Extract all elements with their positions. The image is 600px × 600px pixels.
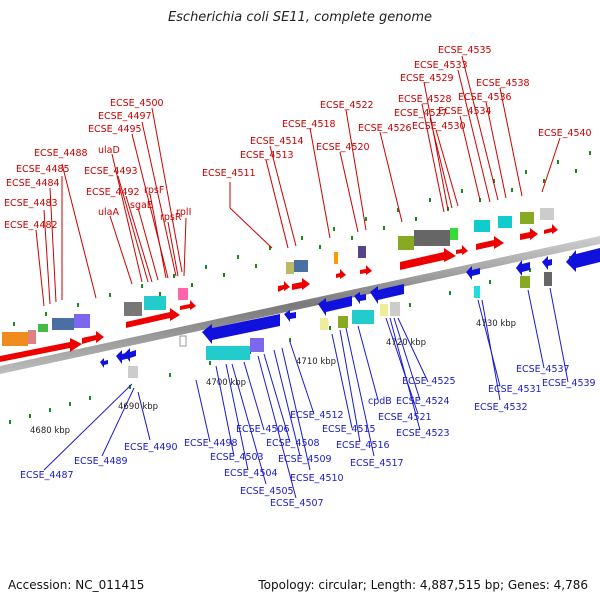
gene-label: sgaE (130, 200, 153, 211)
kbp-label: 4700 kbp (206, 378, 246, 388)
forward-feature-blocks (2, 208, 554, 346)
kbp-label: 4720 kbp (386, 338, 426, 348)
accession-text: Accession: NC_011415 (8, 578, 145, 592)
gene-label: ECSE_4511 (202, 168, 256, 179)
gene-label: ECSE_4540 (538, 128, 592, 139)
gene-label: ECSE_4520 (316, 142, 370, 153)
gene-label: ECSE_4523 (396, 428, 450, 439)
gene-label: ECSE_4530 (412, 121, 466, 132)
map-title: Escherichia coli SE11, complete genome (167, 10, 433, 25)
tick-row-outer (13, 151, 591, 326)
gene-label: ECSE_4483 (4, 198, 58, 209)
gene-label: ECSE_4514 (250, 136, 304, 147)
gene-label: ECSE_4488 (34, 148, 88, 159)
gene-label: ECSE_4533 (414, 60, 468, 71)
gene-label: ECSE_4507 (270, 498, 324, 509)
gene-label: ECSE_4524 (396, 396, 450, 407)
gene-label: ECSE_4531 (488, 384, 542, 395)
gene-label: ECSE_4529 (400, 73, 454, 84)
gene-label: ECSE_4516 (336, 440, 390, 451)
gene-label: ECSE_4534 (438, 106, 492, 117)
gene-label: ECSE_4495 (88, 124, 142, 135)
gene-label: ECSE_4517 (350, 458, 404, 469)
kbp-label: 4730 kbp (476, 319, 516, 329)
gene-label: ECSE_4492 (86, 187, 140, 198)
gene-label: ECSE_4508 (266, 438, 320, 449)
gene-label: ECSE_4503 (210, 452, 264, 463)
gene-label: ECSE_4525 (402, 376, 456, 387)
gene-label: ECSE_4500 (110, 98, 164, 109)
gene-label: ulaD (98, 145, 120, 156)
gene-label: ECSE_4528 (398, 94, 452, 105)
gene-label: ulaA (98, 207, 119, 218)
gene-label: ECSE_4518 (282, 119, 336, 130)
gene-label: ECSE_4509 (278, 454, 332, 465)
gene-label: rplI (176, 207, 191, 218)
topology-text: Topology: circular; Length: 4,887,515 bp… (258, 578, 588, 592)
kbp-label: 4680 kbp (30, 426, 70, 436)
gene-label: ECSE_4487 (20, 470, 74, 481)
kbp-label: 4690 kbp (118, 402, 158, 412)
gene-label: ECSE_4515 (322, 424, 376, 435)
reverse-gene-arrows (100, 248, 600, 368)
gene-label: ECSE_4521 (378, 412, 432, 423)
gene-label: ECSE_4482 (4, 220, 58, 231)
gene-label: ECSE_4497 (98, 111, 152, 122)
gene-label: ECSE_4526 (358, 123, 412, 134)
gene-label: ECSE_4489 (74, 456, 128, 467)
reverse-gene-labels: ECSE_4487 ECSE_4489 ECSE_4490 ECSE_4498 … (20, 364, 596, 509)
kbp-scale-labels: 4680 kbp 4690 kbp 4700 kbp 4710 kbp 4720… (30, 319, 516, 436)
gene-label: rpsR (160, 212, 182, 223)
gene-label: ECSE_4485 (16, 164, 70, 175)
gene-label: ECSE_4537 (516, 364, 570, 375)
gene-label: rpsF (144, 185, 164, 196)
gene-label: ECSE_4538 (476, 78, 530, 89)
reverse-feature-blocks (128, 272, 552, 378)
gene-label: ECSE_4527 (394, 108, 448, 119)
gene-label: ECSE_4522 (320, 100, 374, 111)
forward-leaders (35, 55, 561, 307)
gene-label: ECSE_4539 (542, 378, 596, 389)
gene-label: cpdB (368, 396, 392, 407)
gene-label: ECSE_4505 (240, 486, 294, 497)
kbp-label: 4710 kbp (296, 357, 336, 367)
gene-label: ECSE_4490 (124, 442, 178, 453)
genome-backbone (0, 236, 600, 374)
gene-label: ECSE_4493 (84, 166, 138, 177)
forward-gene-labels: ECSE_4488 ECSE_4485 ECSE_4484 ECSE_4483 … (4, 45, 592, 231)
gene-label: ECSE_4532 (474, 402, 528, 413)
gene-label: ECSE_4536 (458, 92, 512, 103)
gene-label: ECSE_4498 (184, 438, 238, 449)
gene-label: ECSE_4512 (290, 410, 344, 421)
gene-label: ECSE_4484 (6, 178, 60, 189)
gene-label: ECSE_4504 (224, 468, 278, 479)
tick-row-mid (127, 169, 577, 306)
reverse-leaders (43, 287, 569, 499)
gene-label: ECSE_4510 (290, 473, 344, 484)
forward-gene-arrows (0, 224, 558, 362)
gene-label: ECSE_4513 (240, 150, 294, 161)
gene-label: ECSE_4506 (236, 424, 290, 435)
gene-label: ECSE_4535 (438, 45, 492, 56)
